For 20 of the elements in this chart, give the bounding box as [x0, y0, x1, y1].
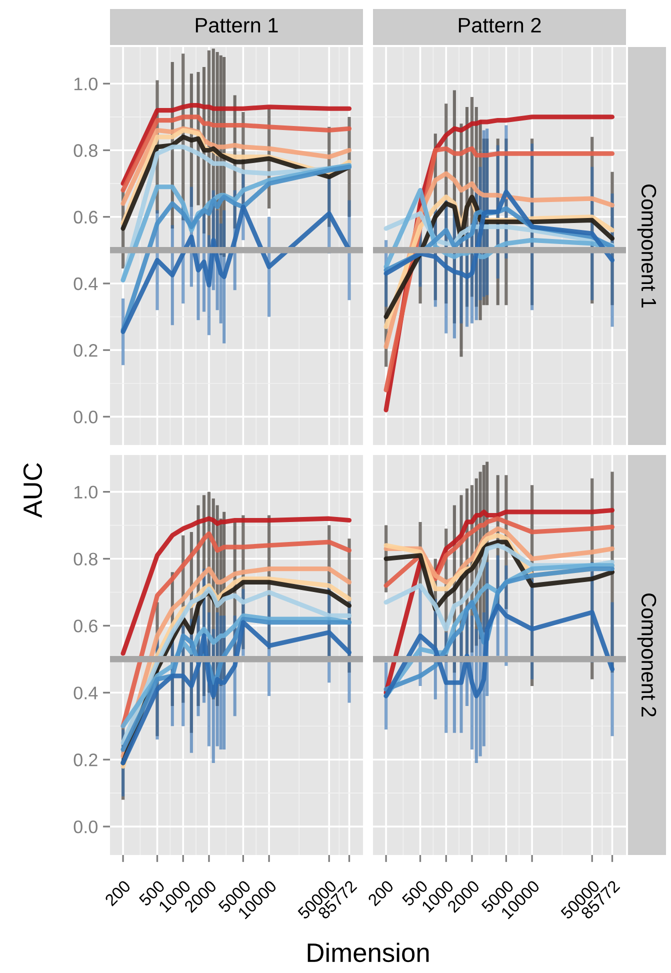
text: Component 2 [637, 594, 656, 716]
y-tick-label: 0.8 [74, 552, 98, 566]
y-tick-label: 0.0 [74, 410, 98, 424]
y-tick-label: 0.0 [74, 820, 98, 834]
text: Component 1 [637, 184, 656, 308]
y-tick-label: 0.6 [74, 210, 98, 224]
y-tick-label: 0.4 [74, 277, 98, 290]
x-tick-label: 200 [367, 880, 394, 907]
y-axis-title: AUC [23, 463, 42, 518]
y-tick-label: 0.8 [74, 144, 98, 157]
y-tick-label: 1.0 [74, 78, 98, 90]
y-tick-label: 0.2 [74, 754, 98, 766]
y-tick-label: 0.2 [74, 344, 98, 357]
y-tick-label: 1.0 [74, 486, 98, 499]
y-tick-label: 0.4 [74, 686, 98, 700]
x-tick-label: 200 [104, 880, 132, 907]
chart-title: Pattern 1 [196, 18, 278, 33]
x-axis-title: Dimension [308, 942, 429, 962]
chart-title: Pattern 2 [458, 18, 541, 33]
y-tick-label: 0.6 [74, 620, 98, 632]
